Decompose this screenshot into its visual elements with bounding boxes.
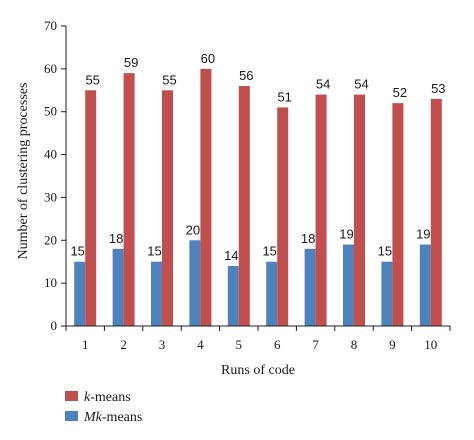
data-label-k-means-1: 55 — [85, 72, 99, 87]
bar-mk-means-2 — [112, 248, 124, 326]
x-tick-label-9: 9 — [389, 337, 396, 352]
legend-swatch-k-means — [65, 391, 78, 401]
legend-swatch-mk-means — [65, 411, 78, 421]
bar-mk-means-10 — [419, 244, 431, 326]
x-tick-label-7: 7 — [312, 337, 319, 352]
bar-mk-means-3 — [151, 261, 162, 326]
bars-layer — [74, 68, 442, 327]
data-label-mk-means-10: 19 — [416, 227, 430, 242]
x-tick-label-2: 2 — [120, 337, 127, 352]
data-label-k-means-7: 54 — [316, 77, 330, 92]
x-tick-label-3: 3 — [159, 337, 166, 352]
data-label-k-means-5: 56 — [239, 68, 253, 83]
data-label-mk-means-8: 19 — [339, 227, 353, 242]
data-label-mk-means-1: 15 — [70, 244, 84, 259]
y-tick-label-10: 10 — [44, 275, 57, 290]
bar-k-means-2 — [123, 73, 135, 327]
legend-item-mk-means: Mk-means — [65, 410, 142, 425]
data-label-k-means-9: 52 — [393, 85, 407, 100]
legend-label-mk-means: Mk-means — [83, 410, 142, 425]
x-tick-label-10: 10 — [424, 337, 437, 352]
x-tick-label-6: 6 — [274, 337, 281, 352]
data-label-mk-means-7: 18 — [301, 231, 315, 246]
bar-mk-means-7 — [304, 248, 316, 326]
data-label-k-means-2: 59 — [124, 55, 138, 70]
y-tick-label-0: 0 — [51, 318, 58, 333]
bar-k-means-9 — [392, 103, 404, 327]
data-label-mk-means-2: 18 — [109, 231, 123, 246]
data-label-mk-means-9: 15 — [378, 244, 392, 259]
data-label-mk-means-5: 14 — [224, 248, 238, 263]
y-tick-label-30: 30 — [44, 189, 57, 204]
x-tick-label-4: 4 — [197, 337, 204, 352]
bar-mk-means-9 — [381, 261, 393, 326]
data-label-k-means-8: 54 — [354, 77, 368, 92]
bar-mk-means-8 — [343, 244, 354, 326]
bar-k-means-4 — [200, 68, 212, 326]
data-label-mk-means-3: 15 — [147, 244, 161, 259]
bar-k-means-7 — [315, 94, 327, 326]
bar-k-means-10 — [430, 98, 442, 326]
y-tick-label-20: 20 — [44, 232, 57, 247]
data-label-k-means-6: 51 — [277, 89, 291, 104]
data-label-k-means-4: 60 — [201, 51, 215, 66]
bar-k-means-8 — [354, 94, 365, 326]
bar-k-means-5 — [238, 86, 250, 326]
legend-item-k-means: k-means — [65, 390, 131, 405]
legend-label-k-means: k-means — [84, 390, 131, 405]
bar-mk-means-4 — [189, 240, 201, 326]
y-tick-label-70: 70 — [44, 18, 57, 33]
x-tick-label-5: 5 — [236, 337, 243, 352]
bar-mk-means-5 — [227, 266, 239, 326]
x-tick-label-8: 8 — [351, 337, 358, 352]
bar-mk-means-6 — [266, 261, 278, 326]
bar-k-means-6 — [277, 107, 289, 326]
data-labels-layer: 15 55 18 59 15 55 20 60 14 56 15 51 18 54 19 54 15 52 19 53 — [70, 51, 445, 263]
bar-mk-means-1 — [74, 261, 86, 326]
legend: k-means Mk-means — [65, 390, 142, 425]
y-tick-label-50: 50 — [44, 104, 57, 119]
bar-k-means-1 — [85, 90, 97, 327]
data-label-mk-means-4: 20 — [186, 222, 200, 237]
bar-k-means-3 — [162, 90, 173, 327]
y-tick-label-60: 60 — [44, 61, 57, 76]
data-label-mk-means-6: 15 — [262, 244, 276, 259]
x-tick-label-1: 1 — [82, 337, 89, 352]
y-axis-title: Number of clustering processes — [16, 83, 31, 260]
data-label-k-means-10: 53 — [431, 81, 445, 96]
y-tick-label-40: 40 — [44, 147, 57, 162]
x-axis-title: Runs of code — [221, 363, 295, 378]
data-label-k-means-3: 55 — [162, 72, 176, 87]
